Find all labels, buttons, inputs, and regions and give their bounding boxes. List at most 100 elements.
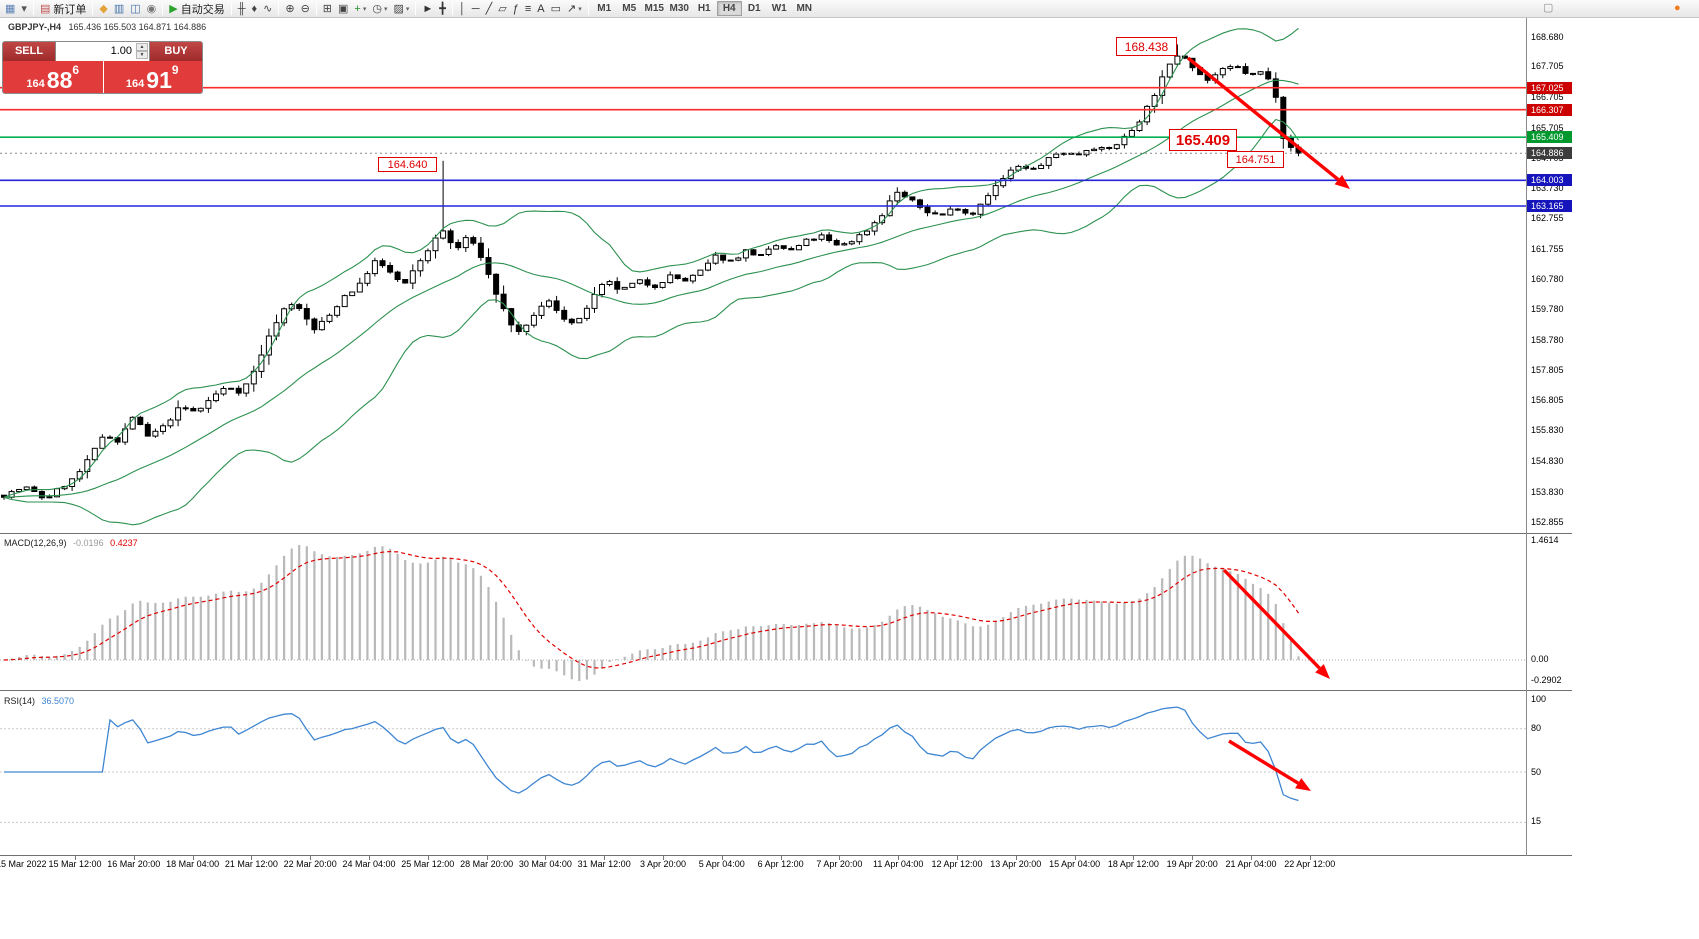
buy-price[interactable]: 164 91 9 — [103, 61, 203, 93]
sell-price-prefix: 164 — [26, 78, 45, 90]
price-display: 164 88 6 164 91 9 — [3, 61, 203, 93]
price-tag-163.165: 163.165 — [1527, 200, 1572, 212]
rsi-chart — [0, 706, 1526, 823]
line-chart-icon[interactable]: ∿ — [260, 1, 275, 17]
trendline-icon[interactable]: ╱ — [483, 1, 496, 17]
price-axis-label: 153.830 — [1531, 487, 1564, 497]
timeframe-m15[interactable]: M15 — [644, 3, 664, 14]
time-axis-label: 16 Mar 20:00 — [107, 859, 161, 869]
time-axis-label: 19 Apr 20:00 — [1166, 859, 1218, 869]
annotation-165.409: 165.409 — [1169, 129, 1237, 151]
sell-price[interactable]: 164 88 6 — [3, 61, 103, 93]
templates-icon[interactable]: ▨ ▾ — [390, 1, 412, 17]
buy-button[interactable]: BUY — [150, 42, 202, 61]
timeframe-w1[interactable]: W1 — [771, 3, 787, 14]
crosshair-icon[interactable]: ╋ — [436, 1, 449, 17]
volume-up-icon[interactable]: ▲ — [136, 43, 148, 51]
time-axis-tick — [1192, 856, 1194, 860]
fibonacci-icon[interactable]: ƒ — [510, 1, 522, 17]
zoom-out-icon[interactable]: ⊖ — [298, 1, 313, 17]
macd-label: MACD(12,26,9) -0.0196 0.4237 — [4, 538, 138, 548]
horizontal-line-icon: ─ — [471, 2, 480, 15]
indicators-icon[interactable]: + ▾ — [351, 1, 369, 17]
time-axis-label: 24 Mar 04:00 — [342, 859, 396, 869]
data-window-icon[interactable]: ◫ — [127, 1, 143, 17]
shapes-icon: ≡ — [524, 2, 532, 15]
zoom-in-icon[interactable]: ⊕ — [282, 1, 297, 17]
time-axis-tick — [721, 856, 723, 860]
metaquotes-icon[interactable]: ◆ — [96, 1, 110, 17]
chart-list-dropdown[interactable]: ▾ — [18, 1, 30, 17]
buy-price-prefix: 164 — [125, 78, 145, 90]
new-order-button[interactable]: ▤ 新订单 — [37, 1, 89, 17]
templates-icon-caret: ▾ — [405, 5, 410, 13]
pane-separator[interactable] — [0, 690, 1572, 691]
channel-icon[interactable]: ▱ — [495, 1, 509, 17]
volume-spinner[interactable]: ▲ ▼ — [136, 43, 148, 59]
horizontal-line-icon[interactable]: ─ — [469, 1, 483, 17]
sound-icon[interactable]: ◉ — [144, 1, 160, 17]
auto-arrange-icon: ▣ — [338, 2, 349, 15]
new-chart-button[interactable]: ▦ — [2, 1, 18, 17]
label-icon[interactable]: ▭ — [548, 1, 564, 17]
autotrade-button: ▶ — [169, 2, 178, 15]
pane-separator — [0, 855, 1572, 856]
time-axis-tick — [75, 856, 76, 860]
main-chart-pane[interactable] — [0, 18, 1526, 533]
price-axis-label: 167.705 — [1531, 61, 1564, 71]
candlestick-chart — [0, 27, 1526, 526]
timeframe-m1[interactable]: M1 — [597, 3, 612, 14]
autotrade-button[interactable]: ▶ 自动交易 — [166, 1, 227, 17]
candlestick-chart-icon[interactable]: ♦ — [249, 1, 261, 17]
timeframe-m30[interactable]: M30 — [669, 3, 689, 14]
toolbar-group: ╫ ♦ ∿ — [235, 1, 276, 17]
chart-symbol: GBPJPY-,H4 — [8, 22, 62, 32]
macd-name: MACD(12,26,9) — [4, 538, 67, 548]
toolbar-group: ▦ ▾ — [2, 1, 30, 17]
volume-value[interactable]: 1.00 — [110, 45, 132, 57]
sell-button[interactable]: SELL — [3, 42, 55, 61]
rsi-pane[interactable] — [0, 692, 1526, 855]
time-axis-label: 28 Mar 20:00 — [460, 859, 514, 869]
volume-field[interactable]: 1.00 ▲ ▼ — [55, 42, 150, 61]
auto-arrange-icon[interactable]: ▣ — [335, 1, 351, 17]
metaquotes-icon: ◆ — [99, 2, 108, 15]
timeframe-h4[interactable]: H4 — [716, 1, 742, 16]
market-watch-icon[interactable]: ▥ — [111, 1, 127, 17]
price-axis-label: 165.705 — [1531, 123, 1564, 133]
arrow-tool-icon: ↗ — [566, 2, 577, 15]
dock-icon[interactable]: ▢ — [1540, 0, 1556, 16]
time-axis-tick — [1251, 856, 1252, 860]
time-axis-label: 15 Mar 12:00 — [48, 859, 102, 869]
rsi-name: RSI(14) — [4, 696, 36, 706]
sell-price-main: 88 — [46, 67, 73, 93]
time-axis-label: 22 Mar 20:00 — [283, 859, 337, 869]
rsi-scale-label: 50 — [1531, 767, 1542, 777]
community-icon[interactable]: ● — [1671, 0, 1684, 16]
cursor-icon[interactable]: ► — [419, 1, 436, 17]
periods-icon[interactable]: ◷ ▾ — [369, 1, 390, 17]
bar-chart-icon[interactable]: ╫ — [235, 1, 249, 17]
toolbar-group: ▶ 自动交易 — [166, 1, 227, 17]
macd-pane[interactable] — [0, 535, 1526, 690]
timeframe-h1[interactable]: H1 — [697, 3, 711, 14]
time-axis-label: 3 Apr 20:00 — [639, 859, 687, 869]
crosshair-icon: ╋ — [439, 2, 446, 15]
price-tag-164.886: 164.886 — [1527, 147, 1572, 159]
price-tag-167.025: 167.025 — [1527, 82, 1572, 94]
vertical-line-icon[interactable]: │ — [456, 1, 469, 17]
arrow-tool-icon[interactable]: ↗ ▾ — [564, 1, 585, 17]
toolbar-separator — [32, 2, 34, 15]
price-axis-border — [1526, 18, 1527, 856]
toolbar-group: ► ╋ — [419, 1, 449, 17]
time-axis-tick — [604, 856, 606, 860]
timeframe-mn[interactable]: MN — [796, 3, 812, 14]
text-icon[interactable]: A — [534, 1, 547, 17]
timeframe-m5[interactable]: M5 — [622, 3, 637, 14]
tile-windows-icon[interactable]: ⊞ — [320, 1, 335, 17]
timeframe-d1[interactable]: D1 — [747, 3, 761, 14]
shapes-icon[interactable]: ≡ — [522, 1, 534, 17]
time-axis[interactable] — [0, 856, 1572, 878]
volume-down-icon[interactable]: ▼ — [136, 51, 148, 59]
pane-separator[interactable] — [0, 533, 1572, 534]
